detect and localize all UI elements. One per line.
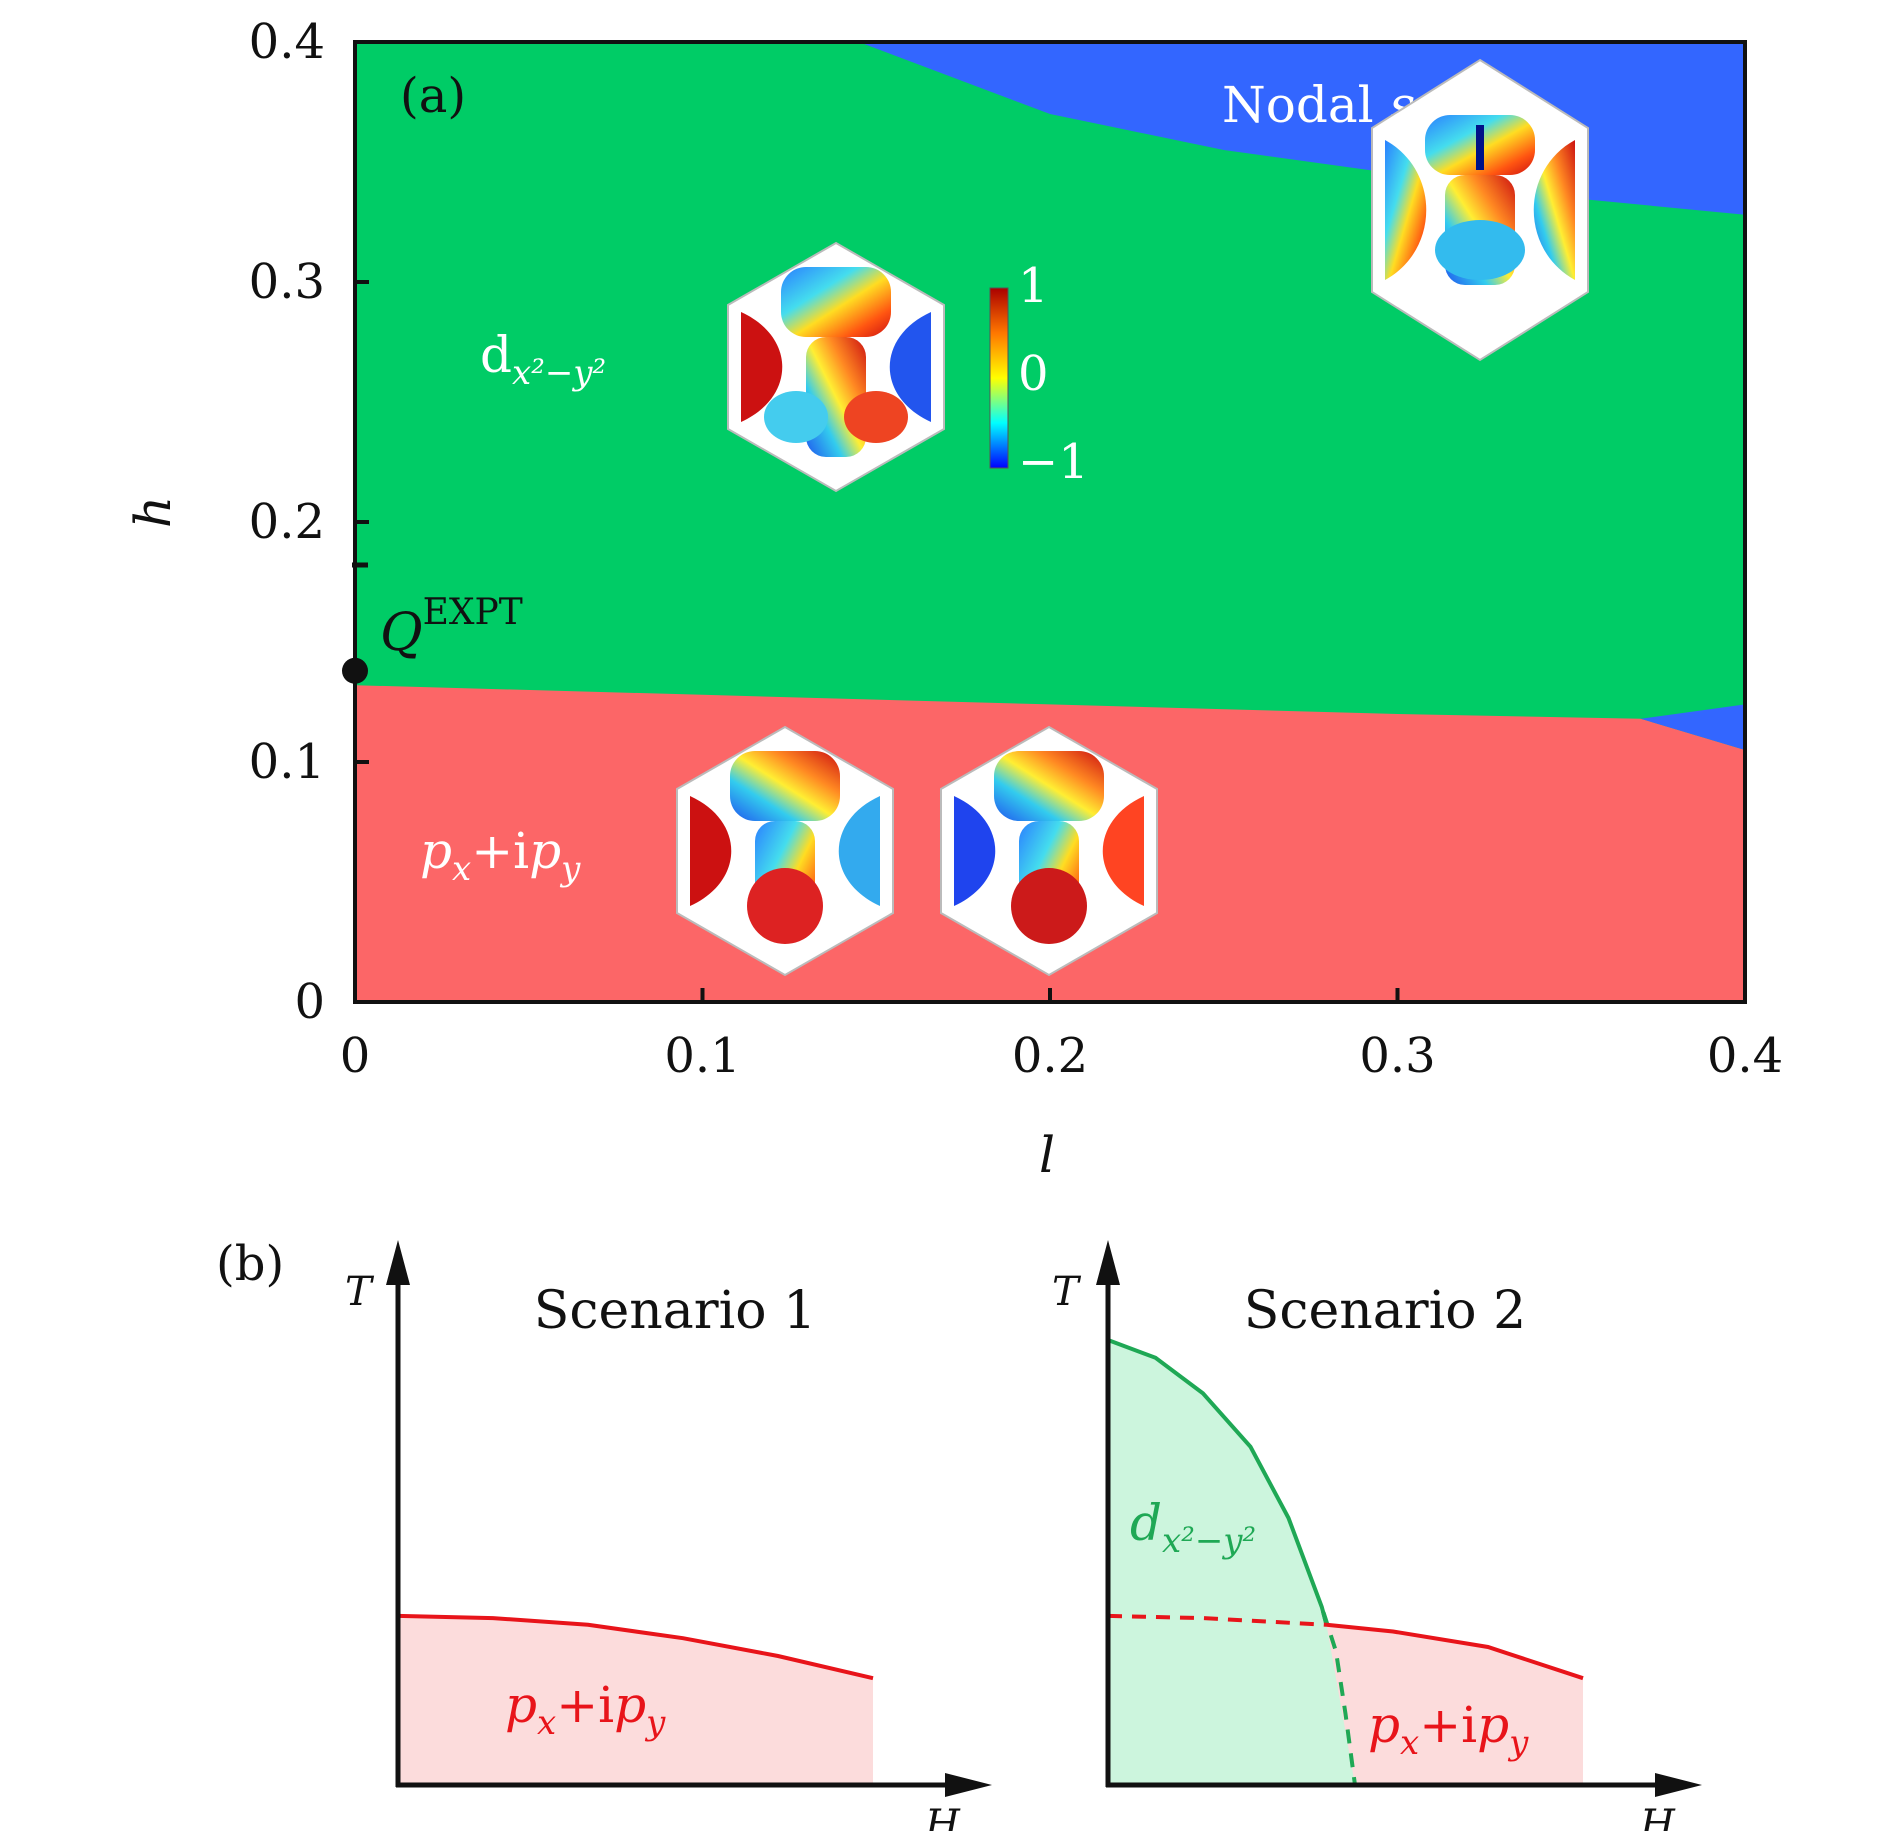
scenario2-px-ipy-boundary [1326, 1622, 1584, 1681]
scenario2-dx2-y2-boundary-dashed [1319, 1606, 1357, 1786]
scenario1-title: Scenario 1 [534, 1281, 816, 1341]
x-tick-label: 0.3 [1359, 1028, 1435, 1084]
fermi-surface-inset-px [676, 725, 894, 977]
scenario2-dx2-y2-boundary [1107, 1338, 1329, 1626]
colorbar-tick-max: 1 [1018, 258, 1049, 314]
scenario-2-diagram: T H Scenario 2 dx²−y² px+ipy [1052, 1240, 1702, 1831]
scenario1-px-ipy-label: px+ipy [505, 1676, 666, 1743]
fermi-surface-inset-dx2-y2 [727, 241, 945, 493]
scenario1-t-arrow [386, 1240, 410, 1285]
scenario1-px-ipy-region [398, 1615, 873, 1785]
scenario2-dx2-y2-region [1108, 1340, 1355, 1785]
fermi-surface-inset-py [940, 725, 1158, 977]
panel-a-phase-diagram: 0 0.1 0.2 0.3 0.4 0 0.1 0.2 0.3 0.4 (a) l h QEXP… [124, 14, 1783, 1184]
x-tick-label: 0 [340, 1028, 371, 1084]
label-nodal-s: Nodal s [1222, 76, 1415, 134]
scenario1-h-arrow [945, 1773, 992, 1797]
scenario2-t-label: T [1052, 1269, 1082, 1315]
x-tick-label: 0.4 [1707, 1028, 1783, 1084]
scenario2-dx2-y2-label: dx²−y² [1130, 1494, 1256, 1561]
x-tick-label: 0.1 [664, 1028, 740, 1084]
panel-label-b: (b) [216, 1236, 284, 1292]
y-tick-label: 0 [294, 974, 325, 1030]
fermi-surface-inset-nodal-s [1371, 58, 1589, 362]
scenario2-px-ipy-region [1326, 1624, 1583, 1785]
scenario2-px-ipy-boundary-dashed [1107, 1613, 1327, 1627]
scenario2-h-arrow [1655, 1773, 1702, 1797]
panel-b-scenarios: (b) T H Scenario 1 px+ipy T [216, 1236, 1702, 1831]
label-dx2-y2: dx²−y² [480, 326, 606, 393]
colorbar-tick-min: −1 [1018, 434, 1089, 490]
scenario1-t-label: T [345, 1269, 375, 1315]
scenario-1-diagram: T H Scenario 1 px+ipy [345, 1240, 992, 1831]
x-axis-ticks: 0 0.1 0.2 0.3 0.4 [340, 988, 1783, 1084]
y-tick-label: 0.4 [249, 14, 325, 70]
region-nodal-s-lower [1640, 704, 1745, 750]
y-tick-label: 0.2 [249, 494, 325, 550]
q-expt-marker [342, 657, 368, 684]
scenario2-px-ipy-label: px+ipy [1368, 1696, 1529, 1763]
y-tick-label: 0.1 [249, 734, 325, 790]
label-px-ipy: px+ipy [420, 822, 581, 889]
colorbar [989, 287, 1009, 469]
scenario2-h-label: H [1639, 1802, 1676, 1831]
colorbar-tick-mid: 0 [1018, 346, 1049, 402]
x-axis-title: l [1039, 1126, 1055, 1184]
scenario1-h-label: H [924, 1802, 961, 1831]
y-tick-label: 0.3 [249, 254, 325, 310]
scenario2-t-arrow [1096, 1240, 1120, 1285]
y-axis-ticks: 0 0.1 0.2 0.3 0.4 [249, 14, 369, 1030]
x-tick-label: 0.2 [1012, 1028, 1088, 1084]
y-axis-title: h [124, 496, 182, 528]
scenario2-title: Scenario 2 [1244, 1281, 1526, 1341]
scenario1-px-ipy-boundary [397, 1613, 874, 1681]
panel-label-a: (a) [400, 68, 466, 124]
q-expt-label: QEXPT [380, 592, 523, 663]
